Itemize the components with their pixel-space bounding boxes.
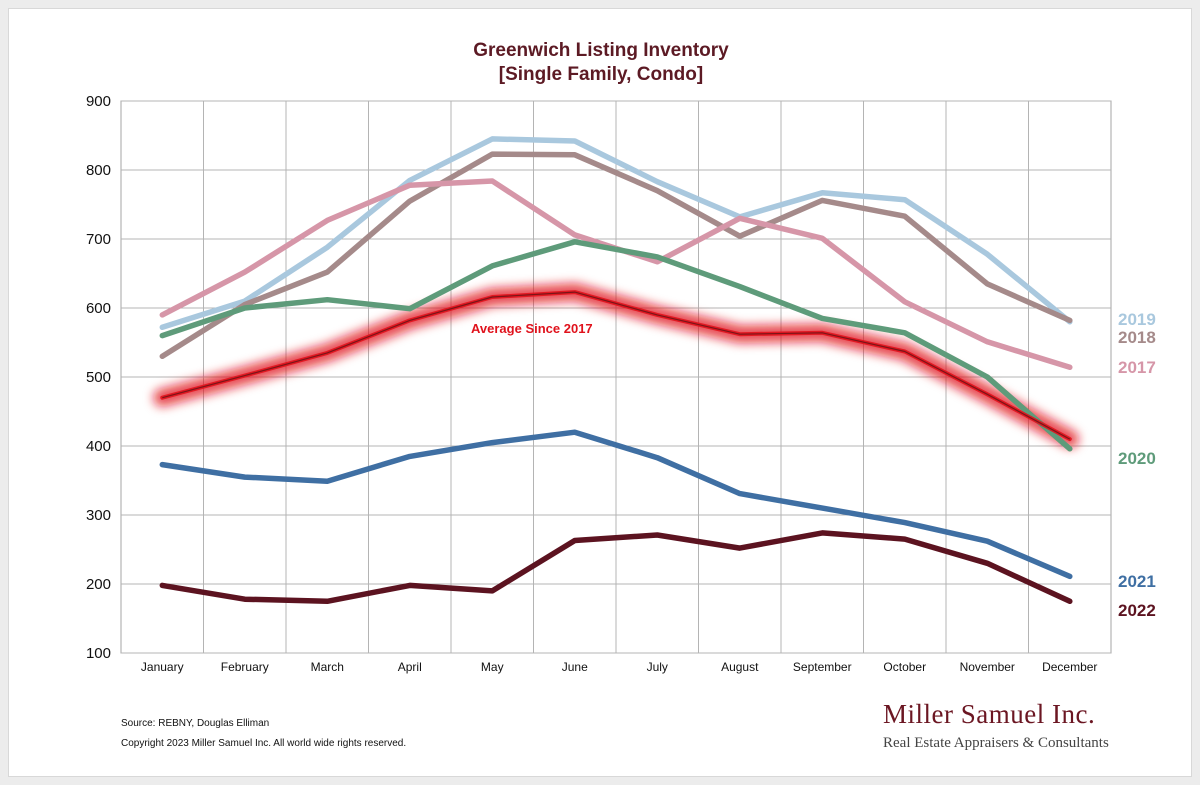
y-tick-label: 600 [86, 300, 111, 317]
y-tick-label: 200 [86, 576, 111, 593]
series-label-2018: 2018 [1118, 328, 1156, 347]
x-tick-label: April [398, 660, 422, 674]
x-tick-label: November [960, 660, 1015, 674]
series-label-2022: 2022 [1118, 601, 1156, 620]
chart-frame: Greenwich Listing Inventory [Single Fami… [8, 8, 1192, 777]
brand-logo: Miller Samuel Inc. Real Estate Appraiser… [883, 699, 1109, 751]
x-tick-label: January [141, 660, 184, 674]
x-tick-label: February [221, 660, 269, 674]
series-line-2018 [159, 151, 1073, 360]
copyright-note: Copyright 2023 Miller Samuel Inc. All wo… [121, 738, 406, 749]
x-tick-label: October [883, 660, 926, 674]
x-tick-label: December [1042, 660, 1097, 674]
series-label-2019: 2019 [1118, 310, 1156, 329]
y-tick-label: 700 [86, 231, 111, 248]
y-tick-label: 500 [86, 369, 111, 386]
series-line-2019 [159, 136, 1073, 331]
x-tick-label: September [793, 660, 852, 674]
average-line-core [162, 291, 1071, 440]
series-lines [153, 136, 1079, 605]
average-label: Average Since 2017 [471, 321, 593, 336]
gridlines [120, 100, 1112, 654]
chart-subtitle: [Single Family, Condo] [499, 64, 703, 85]
y-tick-label: 900 [86, 93, 111, 110]
y-axis-ticks: 100 200 300 400 500 600 700 800 900 [86, 93, 111, 662]
series-line-2022 [159, 530, 1073, 605]
y-tick-label: 400 [86, 438, 111, 455]
series-line-2021 [159, 429, 1073, 580]
series-label-2017: 2017 [1118, 358, 1156, 377]
x-tick-label: March [311, 660, 344, 674]
x-tick-label: May [481, 660, 504, 674]
series-label-2021: 2021 [1118, 572, 1156, 591]
brand-tagline: Real Estate Appraisers & Consultants [883, 735, 1109, 751]
chart-title: Greenwich Listing Inventory [473, 40, 729, 61]
line-chart: Greenwich Listing Inventory [Single Fami… [86, 40, 1156, 751]
series-line-2020 [159, 239, 1073, 452]
brand-name: Miller Samuel Inc. [883, 699, 1095, 729]
y-tick-label: 300 [86, 507, 111, 524]
series-label-2020: 2020 [1118, 449, 1156, 468]
y-tick-label: 100 [86, 645, 111, 662]
source-note: Source: REBNY, Douglas Elliman [121, 718, 269, 729]
y-tick-label: 800 [86, 162, 111, 179]
x-axis-ticks: January February March April May June July Augu… [141, 660, 1098, 674]
x-tick-label: August [721, 660, 759, 674]
x-tick-label: June [562, 660, 588, 674]
x-tick-label: July [647, 660, 668, 674]
